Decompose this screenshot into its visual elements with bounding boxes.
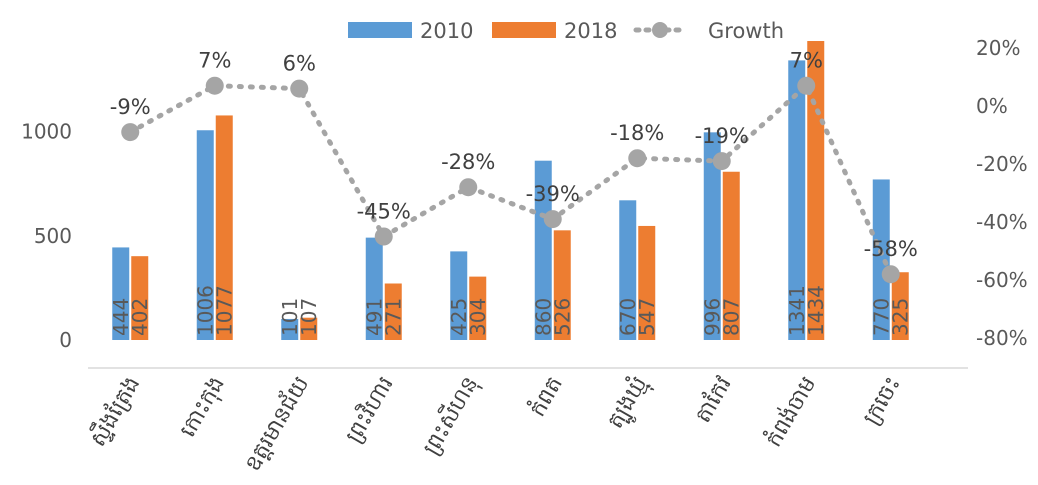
bar-2010	[196, 130, 214, 340]
bar-value-label: 107	[297, 298, 321, 336]
growth-marker	[712, 152, 731, 171]
growth-marker	[628, 149, 647, 168]
x-tick-label: កោះកុង	[176, 373, 231, 443]
growth-marker	[881, 265, 900, 284]
growth-value-label: -18%	[610, 121, 664, 145]
bar-value-label: 1434	[804, 285, 828, 336]
growth-value-label: 7%	[790, 49, 823, 73]
growth-marker	[121, 123, 140, 142]
bar-2010	[112, 247, 130, 340]
growth-value-label: -19%	[695, 124, 749, 148]
bar-value-label: 271	[381, 298, 405, 336]
growth-marker	[797, 76, 816, 95]
y-tick-label: 1000	[21, 120, 72, 144]
bar-value-label: 402	[128, 298, 152, 336]
growth-line	[127, 81, 894, 277]
growth-value-label: -9%	[110, 95, 151, 119]
bar-value-label: 425	[447, 298, 471, 336]
y2-tick-label: -80%	[976, 326, 1028, 350]
growth-value-label: 6%	[283, 52, 316, 76]
growth-marker	[374, 227, 393, 246]
bar-value-label: 670	[616, 298, 640, 336]
x-tick-label: ត្បូងឃ្មុំ	[601, 372, 656, 436]
bar-2018	[469, 276, 487, 340]
bar-2018	[131, 256, 149, 340]
bar-value-label: 860	[531, 298, 555, 336]
x-tick-label: ឧត្តរមានជ័យ	[238, 371, 315, 476]
bar-value-label: 526	[550, 298, 574, 336]
x-tick-label: ព្រះវិហារ	[340, 372, 399, 448]
growth-value-label: -28%	[441, 150, 495, 174]
bar-2018	[553, 230, 571, 340]
bar-value-label: 996	[700, 298, 724, 336]
bar-2010	[534, 160, 552, 340]
bar-2010	[450, 251, 468, 340]
legend-swatch-2010	[348, 22, 412, 38]
growth-layer	[121, 76, 900, 284]
bar-2018	[300, 317, 318, 340]
growth-value-label: -58%	[864, 237, 918, 261]
x-tick-label: កំពត	[524, 372, 568, 422]
x-tick-label: ក្រចេះ	[859, 373, 906, 430]
bar-2010	[365, 237, 383, 340]
bar-value-label: 1077	[212, 285, 236, 336]
legend-label-growth: Growth	[708, 19, 784, 43]
bar-value-label: 325	[888, 298, 912, 336]
bar-2010	[872, 179, 890, 340]
y-tick-label: 0	[59, 328, 72, 352]
legend-swatch-2018	[492, 22, 556, 38]
growth-marker	[290, 79, 309, 98]
bar-value-label: 491	[362, 298, 386, 336]
bar-value-label: 1341	[785, 285, 809, 336]
x-tick-label: ស្ទឹងត្រែង	[83, 371, 145, 451]
bar-2010	[703, 132, 721, 340]
bar-value-label: 770	[869, 298, 893, 336]
y-tick-label: 500	[34, 224, 72, 248]
growth-marker	[459, 178, 478, 197]
bars-layer	[112, 41, 909, 341]
legend: 2010 2018 Growth	[348, 19, 784, 43]
bar-2010	[788, 60, 806, 341]
bar-2018	[891, 272, 909, 340]
bar-value-label: 304	[466, 298, 490, 336]
bar-2018	[638, 225, 656, 340]
x-tick-label: កំពង់ចាម	[760, 372, 822, 452]
growth-value-label: 7%	[198, 49, 231, 73]
y2-tick-label: 0%	[976, 94, 1008, 118]
bar-2010	[619, 200, 637, 340]
y2-tick-label: 20%	[976, 36, 1020, 60]
bar-value-label: 547	[635, 298, 659, 336]
bar-value-label: 444	[109, 298, 133, 336]
legend-growth-marker	[652, 22, 668, 38]
y2-tick-label: -60%	[976, 268, 1028, 292]
bar-value-label: 101	[278, 298, 302, 336]
bar-2018	[722, 171, 740, 340]
bar-2018	[384, 283, 402, 340]
bar-2010	[281, 318, 299, 340]
bar-2018	[807, 41, 825, 341]
y2-tick-label: -40%	[976, 210, 1028, 234]
x-tick-label: ព្រះសីហនុ	[417, 372, 484, 461]
growth-marker	[543, 210, 562, 229]
growth-marker	[205, 76, 224, 95]
x-tick-label: តាកែវ	[689, 371, 737, 427]
bar-value-label: 1006	[193, 285, 217, 336]
growth-value-label: -45%	[357, 200, 411, 224]
legend-label-2018: 2018	[564, 19, 617, 43]
y2-tick-label: -20%	[976, 152, 1028, 176]
growth-value-label: -39%	[526, 182, 580, 206]
bar-2018	[215, 115, 233, 341]
bar-value-label: 807	[719, 298, 743, 336]
legend-label-2010: 2010	[420, 19, 473, 43]
